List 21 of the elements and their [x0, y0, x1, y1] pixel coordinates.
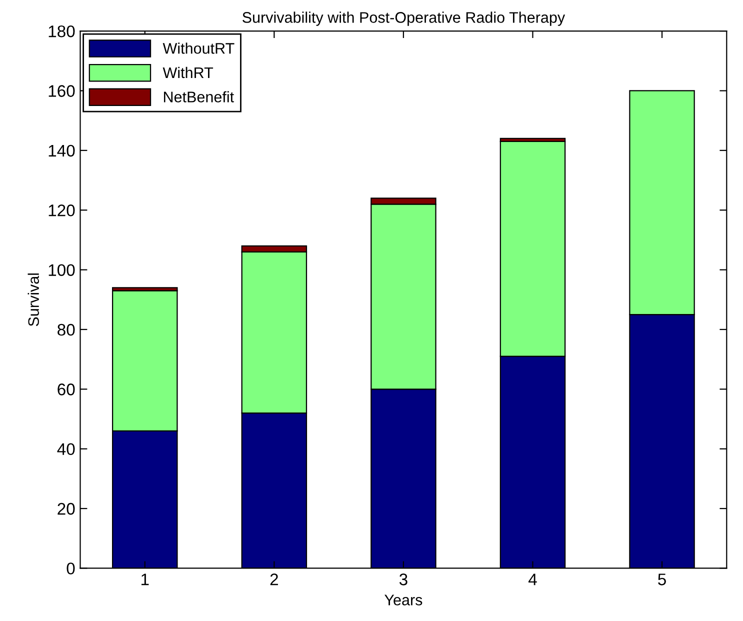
x-tick-label: 5 [658, 574, 666, 586]
y-tick-label: 100 [48, 264, 75, 276]
y-tick-label: 180 [48, 25, 75, 38]
y-tick-label: 80 [58, 324, 75, 336]
y-tick-label: 0 [66, 562, 75, 574]
x-tick-label: 3 [399, 574, 408, 586]
y-tick-label: 160 [48, 85, 75, 97]
x-axis-title: Years [384, 594, 422, 606]
y-tick-label: 120 [48, 204, 75, 216]
legend-label: NetBenefit [164, 91, 234, 102]
x-tick-label: 2 [270, 574, 278, 586]
x-tick-label: 1 [142, 574, 149, 586]
chart-title: Survivability with Post-Operative Radio Therapy [242, 12, 566, 26]
y-tick-label: 140 [48, 144, 75, 157]
y-axis-title: Survival [28, 273, 40, 326]
y-tick-label: 20 [58, 502, 75, 515]
y-tick-label: 60 [58, 384, 75, 396]
legend-label: WithoutRT [162, 42, 234, 54]
legend-label: WithRT [162, 66, 214, 78]
x-tick-label: 4 [528, 574, 537, 586]
y-tick-label: 40 [57, 443, 75, 456]
